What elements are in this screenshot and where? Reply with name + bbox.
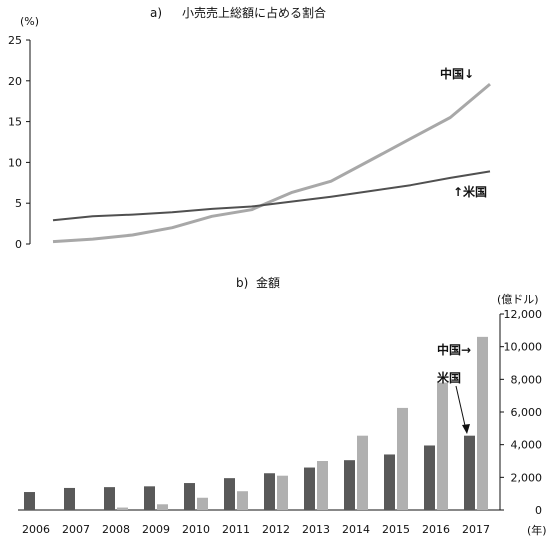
- y-tick-label: 10: [8, 156, 22, 169]
- panel-a-label: a): [150, 6, 162, 20]
- panel-b-x-ticks: 2006 2007 2008 2009 2010 2011 2012 2013 2014 2015…: [22, 523, 490, 536]
- panel-b-label: b): [236, 276, 248, 290]
- bar-us: [304, 467, 315, 510]
- bar-chart-panel: b) 金額 (億ドル) (年) 0 2,000 4,000 6,000 8,000 10,…: [18, 275, 547, 537]
- y-tick-label: 0: [535, 504, 542, 517]
- bar-china: [477, 336, 488, 510]
- y-tick-label: 6,000: [511, 406, 543, 419]
- bar-label-china: 中国: [437, 342, 461, 357]
- x-tick-label: 2014: [342, 523, 370, 536]
- bar-china: [157, 504, 168, 510]
- y-tick-label: 2,000: [511, 471, 543, 484]
- bar-us: [424, 445, 435, 510]
- bar-us: [384, 454, 395, 510]
- bar-us: [64, 487, 75, 510]
- line-us: [52, 170, 491, 222]
- line-china: [52, 82, 491, 244]
- bar-china: [317, 461, 328, 510]
- x-tick-label: 2015: [382, 523, 410, 536]
- bar-china: [357, 435, 368, 510]
- panel-b-ylabel: (億ドル): [497, 293, 539, 306]
- panel-a-lines: [52, 82, 491, 244]
- bar-label-china-arrow: →: [461, 343, 471, 357]
- bar-us: [264, 473, 275, 510]
- bar-us: [464, 435, 475, 510]
- y-tick-label: 4,000: [511, 439, 543, 452]
- bar-us: [24, 492, 35, 510]
- panel-a-title: 小売売上総額に占める割合: [182, 5, 326, 20]
- y-tick-label: 0: [15, 238, 22, 251]
- series-label-china: 中国↓: [440, 66, 474, 81]
- y-tick-label: 12,000: [504, 308, 543, 321]
- bar-china: [397, 407, 408, 510]
- panel-b-bars: [24, 336, 488, 510]
- x-tick-label: 2010: [182, 523, 210, 536]
- bar-china: [237, 491, 248, 510]
- bar-label-us: 米国: [437, 370, 461, 385]
- bar-china: [277, 475, 288, 510]
- panel-b-xlabel: (年): [527, 523, 547, 537]
- line-chart-panel: a) 小売売上総額に占める割合 (%) 0 5 10 15 20 25 中国↓ ↑米国: [8, 5, 491, 251]
- x-tick-label: 2009: [142, 523, 170, 536]
- bar-label-us-arrowhead: [462, 424, 470, 434]
- y-tick-label: 5: [15, 197, 22, 210]
- panel-a-y-ticks: 0 5 10 15 20 25: [8, 34, 30, 251]
- panel-b-title: 金額: [256, 275, 280, 290]
- x-tick-label: 2008: [102, 523, 130, 536]
- x-tick-label: 2017: [462, 523, 490, 536]
- y-tick-label: 20: [8, 75, 22, 88]
- y-tick-label: 25: [8, 34, 22, 47]
- x-tick-label: 2012: [262, 523, 290, 536]
- bar-us: [144, 486, 155, 510]
- bar-us: [224, 478, 235, 510]
- y-tick-label: 15: [8, 116, 22, 129]
- x-tick-label: 2011: [222, 523, 250, 536]
- y-tick-label: 8,000: [511, 373, 543, 386]
- bar-china: [117, 507, 128, 510]
- bar-china: [197, 497, 208, 510]
- x-tick-label: 2007: [62, 523, 90, 536]
- bar-china: [437, 382, 448, 510]
- x-tick-label: 2016: [422, 523, 450, 536]
- bar-us: [344, 460, 355, 510]
- series-label-us: ↑米国: [453, 184, 487, 199]
- bar-us: [184, 483, 195, 510]
- panel-a-ylabel: (%): [20, 15, 39, 28]
- x-tick-label: 2013: [302, 523, 330, 536]
- panel-b-y-ticks: 0 2,000 4,000 6,000 8,000 10,000 12,000: [500, 308, 542, 517]
- y-tick-label: 10,000: [504, 341, 543, 354]
- x-tick-label: 2006: [22, 523, 50, 536]
- bar-label-us-arrow: [455, 385, 467, 431]
- bar-us: [104, 487, 115, 510]
